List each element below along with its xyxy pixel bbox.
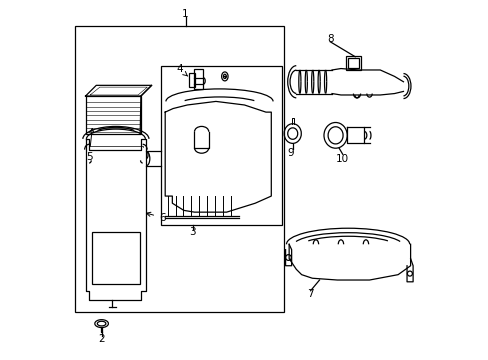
Text: 5: 5: [85, 129, 94, 162]
Text: 3: 3: [189, 227, 196, 237]
Bar: [347, 58, 358, 68]
Bar: [194, 69, 203, 89]
Bar: [160, 66, 282, 225]
Bar: [346, 57, 360, 70]
Text: 2: 2: [98, 334, 105, 344]
Text: 6: 6: [146, 212, 165, 222]
Bar: [75, 26, 283, 312]
Bar: [91, 232, 140, 284]
Text: 4: 4: [176, 64, 187, 76]
Bar: [85, 96, 141, 134]
Bar: [189, 73, 195, 87]
Text: 7: 7: [306, 289, 313, 299]
Text: 10: 10: [335, 154, 348, 163]
Text: 9: 9: [287, 148, 294, 158]
Text: 1: 1: [182, 9, 188, 19]
Text: 8: 8: [326, 34, 333, 44]
